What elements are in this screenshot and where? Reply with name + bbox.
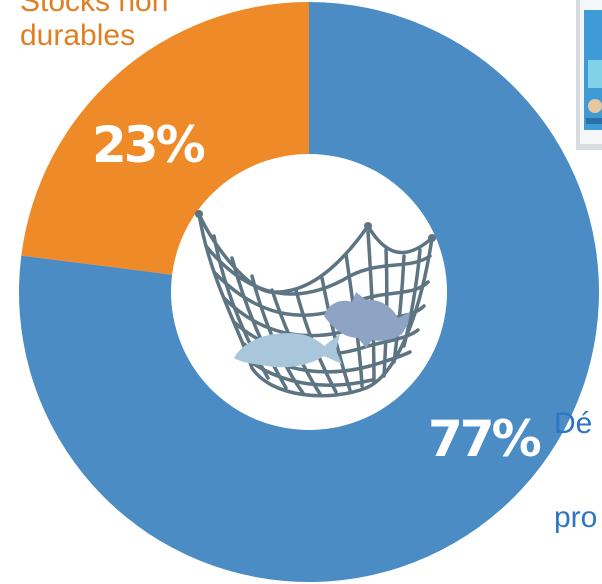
image-thumbnail [576, 0, 602, 150]
fish-icon [234, 333, 342, 368]
slice-label-1-line-1: Stocks non [20, 0, 169, 18]
fishing-net-icon [195, 210, 436, 398]
slice-label-1-line-2: durables [20, 19, 136, 52]
slice-value-label-1: 23% [92, 116, 205, 174]
slice-value-label-2: 77% [428, 410, 541, 468]
donut-slice-1 [21, 2, 309, 275]
slice-label-1: Stocks non durables [20, 0, 168, 52]
slice-label-2-line-2: pro [554, 501, 598, 534]
donut-slices [18, 2, 600, 582]
donut-slice-2 [18, 2, 600, 582]
fish-icon [324, 292, 410, 348]
slice-label-2-line-1: Dé [554, 407, 593, 440]
